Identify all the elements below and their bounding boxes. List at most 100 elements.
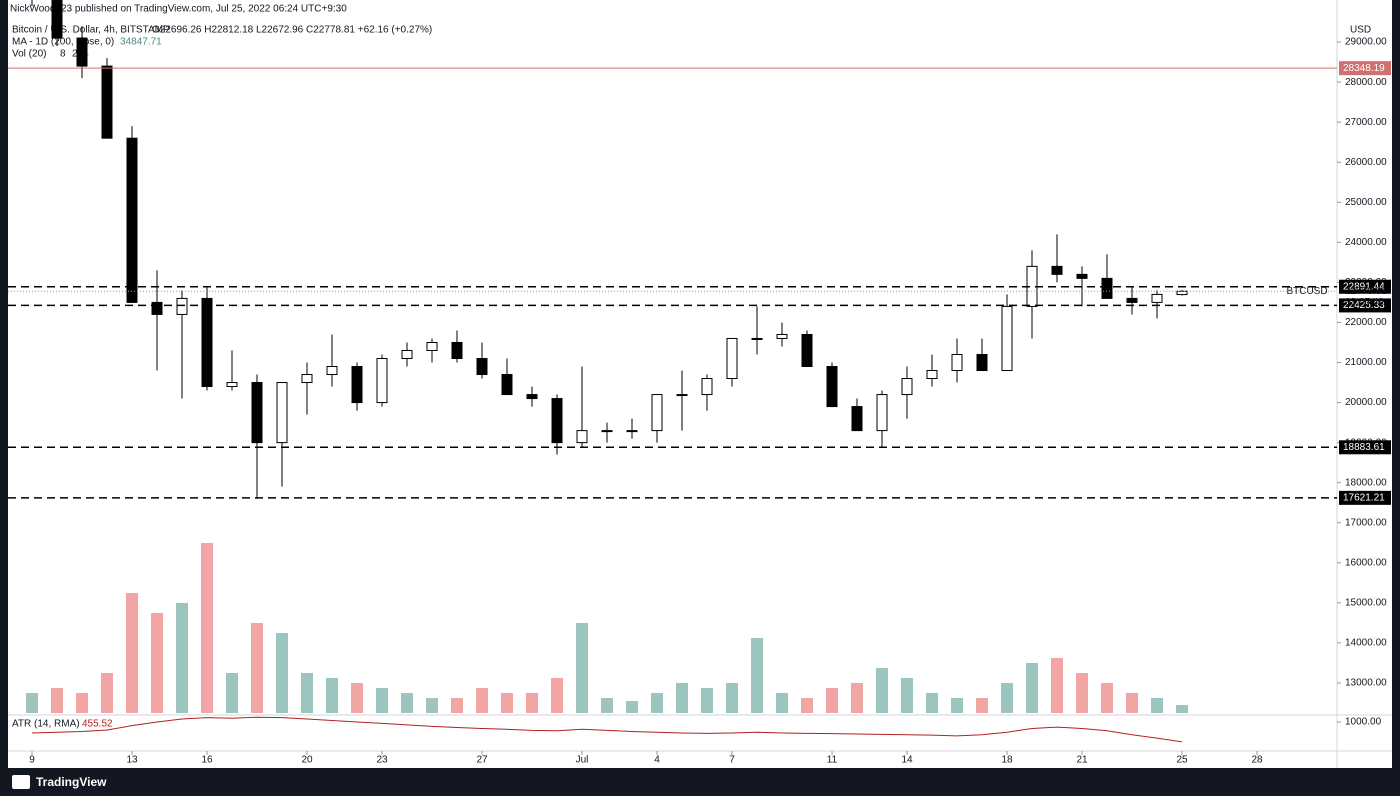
volume-bar bbox=[751, 638, 763, 713]
candle-body bbox=[326, 366, 338, 376]
candle-body bbox=[351, 366, 363, 404]
y-tick-label: 26000.00 bbox=[1345, 157, 1387, 168]
volume-bar bbox=[576, 623, 588, 713]
x-tick-label: 9 bbox=[29, 755, 35, 766]
x-tick-label: 20 bbox=[301, 755, 313, 766]
ma-label: MA - 1D (200, close, 0) bbox=[12, 37, 114, 48]
volume-bar bbox=[1001, 683, 1013, 713]
x-tick-label: 11 bbox=[827, 755, 838, 766]
candle-body bbox=[301, 374, 313, 384]
y-tick-label: 18000.00 bbox=[1345, 477, 1387, 488]
volume-bar bbox=[1076, 673, 1088, 713]
volume-bar bbox=[726, 683, 738, 713]
candle-body bbox=[751, 337, 763, 340]
level-label: 28348.19 bbox=[1343, 63, 1385, 74]
x-tick-label: 14 bbox=[901, 755, 913, 766]
y-tick-label: 22000.00 bbox=[1345, 317, 1387, 328]
level-label: 22891.44 bbox=[1343, 281, 1385, 292]
x-tick-label: 13 bbox=[126, 755, 138, 766]
candle-body bbox=[426, 341, 438, 351]
candle-body bbox=[151, 301, 163, 315]
volume-bar bbox=[176, 603, 188, 713]
level-tag bbox=[1339, 279, 1391, 294]
candle-body bbox=[251, 382, 263, 444]
candle-body bbox=[676, 394, 688, 397]
candle-body bbox=[1101, 277, 1113, 299]
volume-bar bbox=[976, 698, 988, 713]
candle-body bbox=[1151, 293, 1163, 303]
x-tick-label: 27 bbox=[476, 755, 488, 766]
volume-bar bbox=[551, 678, 563, 713]
candle-body bbox=[876, 394, 888, 432]
x-tick-label: 25 bbox=[1176, 755, 1188, 766]
y-tick-label: 29000.00 bbox=[1345, 37, 1387, 48]
candle-body bbox=[201, 297, 213, 388]
volume-bar bbox=[451, 698, 463, 713]
x-tick-label: 7 bbox=[729, 755, 735, 766]
volume-bar bbox=[1176, 705, 1188, 713]
volume-bar bbox=[51, 688, 63, 713]
logo-icon bbox=[12, 775, 30, 789]
candle-body bbox=[926, 370, 938, 380]
volume-bar bbox=[776, 693, 788, 713]
y-tick-label: 21000.00 bbox=[1345, 357, 1387, 368]
volume-bar bbox=[826, 688, 838, 713]
candle-body bbox=[1001, 305, 1013, 372]
atr-value: 455.52 bbox=[82, 719, 113, 730]
candle-body bbox=[726, 337, 738, 380]
candle-body bbox=[776, 333, 788, 339]
volume-bar bbox=[926, 693, 938, 713]
volume-bar bbox=[126, 593, 138, 713]
volume-bar bbox=[1101, 683, 1113, 713]
level-tag bbox=[1339, 440, 1391, 455]
volume-bar bbox=[376, 688, 388, 713]
volume-bar bbox=[201, 543, 213, 713]
volume-bar bbox=[901, 678, 913, 713]
volume-bar bbox=[301, 673, 313, 713]
y-tick-label: 1000.00 bbox=[1345, 717, 1382, 728]
candle-body bbox=[626, 430, 638, 433]
last-price: 22778.81 bbox=[1345, 286, 1387, 297]
candle-body bbox=[576, 430, 588, 444]
candle-body bbox=[526, 394, 538, 400]
volume-bar bbox=[526, 693, 538, 713]
candle-body bbox=[1126, 297, 1138, 303]
candle-body bbox=[976, 353, 988, 372]
volume-bar bbox=[801, 698, 813, 713]
candle-body bbox=[501, 374, 513, 396]
y-tick-label: 15000.00 bbox=[1345, 597, 1387, 608]
x-tick-label: 28 bbox=[1251, 755, 1263, 766]
volume-bar bbox=[1126, 693, 1138, 713]
atr-line bbox=[31, 716, 1183, 743]
volume-bar bbox=[876, 668, 888, 713]
candle-body bbox=[801, 333, 813, 368]
x-tick-label: Jul bbox=[576, 755, 589, 766]
y-tick-label: 17000.00 bbox=[1345, 517, 1387, 528]
x-tick-label: 4 bbox=[654, 755, 660, 766]
y-tick-label: 27000.00 bbox=[1345, 117, 1387, 128]
candle-body bbox=[1051, 265, 1063, 275]
y-tick-label: 13000.00 bbox=[1345, 678, 1387, 689]
y-tick-label: 14000.00 bbox=[1345, 638, 1387, 649]
symbol: Bitcoin / U.S. Dollar, 4h, BITSTAMP bbox=[12, 25, 170, 36]
level-label: 17621.21 bbox=[1343, 492, 1385, 503]
ohlc: O22696.26 H22812.18 L22672.96 C22778.81 … bbox=[152, 25, 432, 36]
volume-bar bbox=[226, 673, 238, 713]
ma-value: 34847.71 bbox=[120, 37, 162, 48]
candle-body bbox=[126, 137, 138, 303]
level-label: 18883.61 bbox=[1343, 442, 1385, 453]
candle-body bbox=[551, 398, 563, 444]
candle-body bbox=[176, 297, 188, 315]
volume-bar bbox=[601, 698, 613, 713]
candle-body bbox=[101, 65, 113, 139]
volume-bar bbox=[626, 701, 638, 713]
candle-body bbox=[476, 358, 488, 376]
vol-label: Vol (20) bbox=[12, 49, 46, 60]
candle-body bbox=[901, 378, 913, 396]
volume-bar bbox=[251, 623, 263, 713]
level-label: 22425.33 bbox=[1343, 300, 1385, 311]
x-tick-label: 16 bbox=[201, 755, 213, 766]
last-name: BTCUSD bbox=[1286, 286, 1327, 297]
candle-body bbox=[451, 341, 463, 360]
